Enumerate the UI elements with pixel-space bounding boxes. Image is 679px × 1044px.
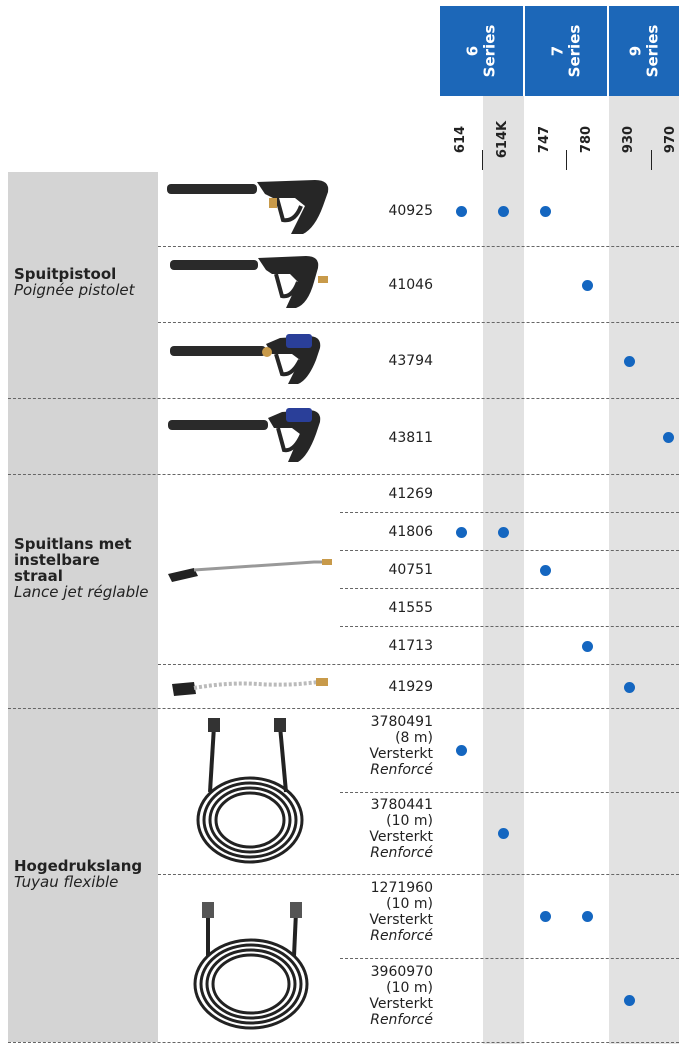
row-separator (158, 874, 679, 875)
column-divider (651, 150, 652, 170)
hose-type-fr: Renforcé (370, 762, 433, 778)
column-divider (566, 150, 567, 170)
model-header-930: 930 (621, 125, 637, 153)
column-divider (482, 150, 483, 170)
part-number: 40751 (388, 562, 433, 578)
part-number: 41269 (388, 486, 433, 502)
part-number: 41929 (388, 679, 433, 695)
model-header-970: 970 (663, 125, 679, 153)
hose-part-info: 1271960 (10 m) Versterkt Renforcé (340, 880, 433, 944)
model-header-614k: 614K (495, 120, 511, 158)
row-separator (340, 792, 679, 793)
compat-dot (540, 206, 551, 217)
part-number: 41555 (388, 600, 433, 616)
row-separator (340, 958, 679, 959)
lance-icon (172, 678, 328, 696)
part-number: 41713 (388, 638, 433, 654)
hose-icon (196, 718, 304, 864)
part-number: 43811 (388, 430, 433, 446)
hose-part-info: 3780441 (10 m) Versterkt Renforcé (340, 797, 433, 861)
model-header-780: 780 (579, 125, 595, 153)
compat-dot (498, 828, 509, 839)
row-separator (8, 398, 679, 399)
compat-dot (624, 995, 635, 1006)
hose-length: (10 m) (386, 813, 433, 829)
hose-type-nl: Versterkt (369, 829, 433, 845)
category-name-nl: Hogedrukslang (14, 857, 143, 875)
hose-length: (10 m) (386, 980, 433, 996)
series-header-7: 7 Series (525, 6, 607, 96)
part-number: 3780441 (370, 797, 433, 813)
spray-gun-blue-icon (168, 408, 321, 462)
series-number: 9 (626, 45, 644, 57)
lance-icon (168, 559, 332, 582)
compat-dot (540, 911, 551, 922)
compat-dot (456, 527, 467, 538)
part-number: 3960970 (370, 964, 433, 980)
row-separator (340, 626, 679, 627)
part-number: 40925 (388, 203, 433, 219)
hose-type-nl: Versterkt (369, 912, 433, 928)
series-number: 7 (548, 45, 566, 57)
spray-gun-icon (170, 256, 328, 308)
row-separator (340, 588, 679, 589)
model-header-747: 747 (537, 125, 553, 153)
compat-dot (582, 280, 593, 291)
hose-type-nl: Versterkt (369, 746, 433, 762)
row-separator (158, 664, 679, 665)
category-spray-gun: Spuitpistool Poignée pistolet (14, 266, 154, 298)
spray-gun-icon (167, 180, 329, 234)
series-label: Series (643, 24, 661, 78)
compat-dot (624, 682, 635, 693)
series-number: 6 (463, 45, 482, 57)
series-header-9: 9 Series (609, 6, 679, 96)
row-separator (8, 474, 679, 475)
hose-length: (10 m) (386, 896, 433, 912)
category-hose: Hogedrukslang Tuyau flexible (14, 858, 159, 890)
hose-type-fr: Renforcé (370, 1012, 433, 1028)
compat-dot (582, 911, 593, 922)
compat-dot (498, 527, 509, 538)
part-number: 43794 (388, 353, 433, 369)
series-label: Series (565, 24, 583, 78)
part-number: 41046 (388, 277, 433, 293)
category-name-fr: Poignée pistolet (14, 281, 135, 299)
series-header-6: 6 Series (440, 6, 523, 96)
part-number: 1271960 (370, 880, 433, 896)
hose-part-info: 3780491 (8 m) Versterkt Renforcé (340, 714, 433, 778)
compat-dot (540, 565, 551, 576)
compat-dot (582, 641, 593, 652)
category-name-fr: Tuyau flexible (14, 873, 119, 891)
column-shade-9-series (609, 96, 679, 1044)
series-label: Series (480, 24, 499, 78)
hose-part-info: 3960970 (10 m) Versterkt Renforcé (340, 964, 433, 1028)
row-separator (340, 550, 679, 551)
hose-type-nl: Versterkt (369, 996, 433, 1012)
category-name-nl: Spuitlans met instelbare straal (14, 535, 132, 585)
part-number: 41806 (388, 524, 433, 540)
compat-dot (456, 206, 467, 217)
row-separator (158, 246, 679, 247)
category-name-fr: Lance jet réglable (14, 583, 149, 601)
hose-type-fr: Renforcé (370, 845, 433, 861)
row-separator (158, 322, 679, 323)
category-lance: Spuitlans met instelbare straal Lance je… (14, 536, 149, 600)
part-number: 3780491 (370, 714, 433, 730)
hose-length: (8 m) (395, 730, 433, 746)
model-header-614: 614 (453, 125, 469, 153)
row-separator (8, 1042, 679, 1043)
spray-gun-blue-icon (170, 334, 321, 384)
category-column (8, 172, 158, 1042)
column-shade-614k (483, 96, 524, 1044)
hose-icon (193, 902, 309, 1030)
row-separator (340, 512, 679, 513)
compat-dot (663, 432, 674, 443)
row-separator (8, 708, 679, 709)
compat-dot (456, 745, 467, 756)
hose-type-fr: Renforcé (370, 928, 433, 944)
category-name-nl: Spuitpistool (14, 265, 117, 283)
compat-dot (624, 356, 635, 367)
compat-dot (498, 206, 509, 217)
